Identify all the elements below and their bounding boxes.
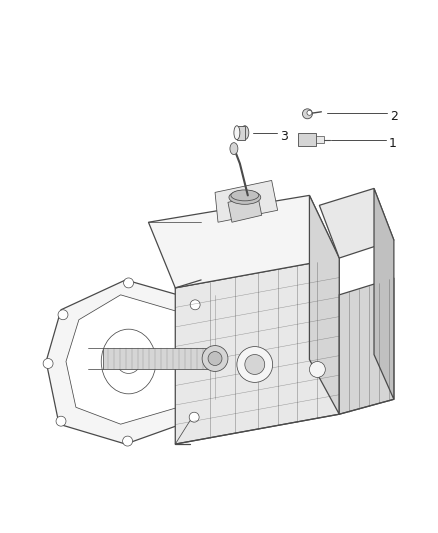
Polygon shape <box>298 133 316 146</box>
Polygon shape <box>319 188 394 258</box>
Circle shape <box>190 300 200 310</box>
Ellipse shape <box>101 329 156 394</box>
Circle shape <box>303 109 312 119</box>
Polygon shape <box>374 188 394 399</box>
Polygon shape <box>309 196 339 414</box>
Circle shape <box>58 310 68 320</box>
Circle shape <box>189 412 199 422</box>
Circle shape <box>117 350 141 374</box>
Polygon shape <box>175 258 339 444</box>
Circle shape <box>124 278 134 288</box>
Text: 2: 2 <box>390 110 398 123</box>
Polygon shape <box>215 181 278 222</box>
Ellipse shape <box>234 126 240 140</box>
Circle shape <box>202 345 228 372</box>
Polygon shape <box>66 295 188 424</box>
Ellipse shape <box>230 143 238 155</box>
Circle shape <box>43 359 53 368</box>
Polygon shape <box>46 280 210 444</box>
Circle shape <box>237 346 273 382</box>
Polygon shape <box>339 278 394 414</box>
Polygon shape <box>148 196 339 288</box>
Ellipse shape <box>229 190 261 204</box>
Ellipse shape <box>231 190 259 201</box>
Ellipse shape <box>241 126 249 140</box>
Circle shape <box>208 352 222 366</box>
Circle shape <box>123 436 133 446</box>
Polygon shape <box>237 126 245 140</box>
Circle shape <box>202 357 212 367</box>
Circle shape <box>309 361 325 377</box>
Circle shape <box>307 110 312 115</box>
Text: 3: 3 <box>279 130 287 143</box>
Polygon shape <box>228 196 262 222</box>
Circle shape <box>56 416 66 426</box>
Circle shape <box>245 354 265 375</box>
Polygon shape <box>103 348 215 369</box>
Text: 1: 1 <box>389 137 397 150</box>
Polygon shape <box>316 136 324 143</box>
